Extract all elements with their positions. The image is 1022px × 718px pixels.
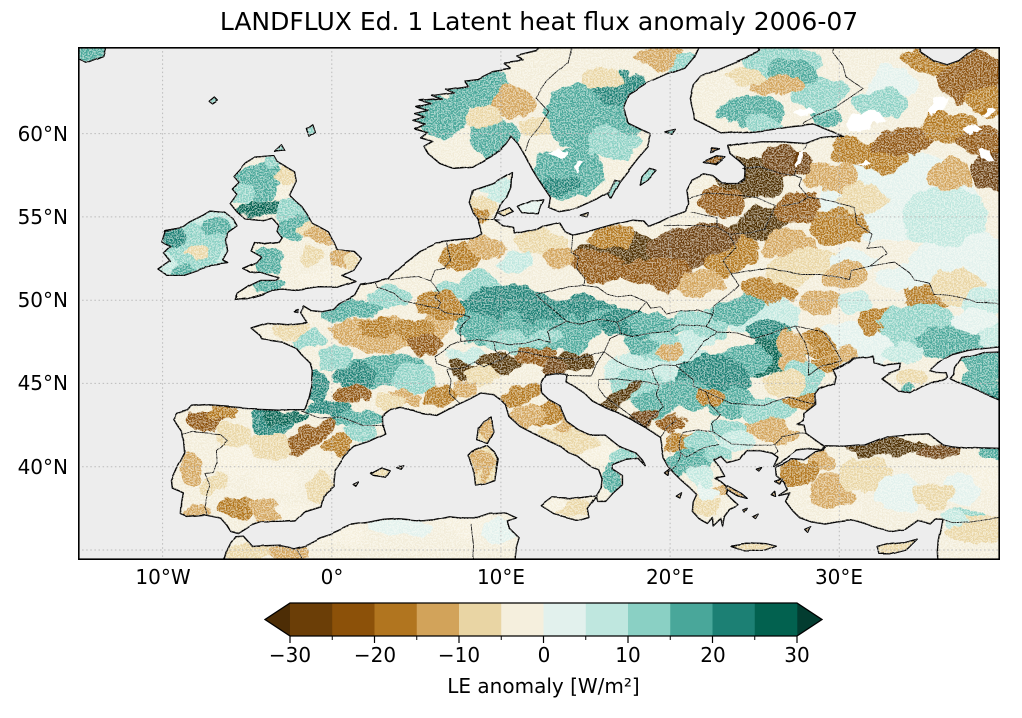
x-tick-label: 20°E <box>645 565 695 589</box>
colorbar-segment <box>754 603 798 636</box>
colorbar-tick-label: −10 <box>437 643 481 667</box>
x-tick-label: 0° <box>320 565 344 589</box>
colorbar-segment <box>332 603 375 636</box>
europe-anomaly-map <box>78 47 1000 560</box>
colorbar-segment <box>628 603 671 636</box>
map-area <box>78 47 1000 560</box>
map-layers <box>78 47 1000 560</box>
colorbar-segment <box>374 603 418 636</box>
y-tick-label: 60°N <box>17 122 68 146</box>
colorbar-extend-right <box>797 603 822 636</box>
x-tick-label: 30°E <box>814 565 864 589</box>
x-tick-label: 10°E <box>476 565 526 589</box>
colorbar-tick-label: 30 <box>784 643 810 667</box>
colorbar-tick-label: 10 <box>615 643 641 667</box>
x-tick-label: 10°W <box>135 565 191 589</box>
colorbar-label-text: LE anomaly [W/m²] <box>447 674 640 698</box>
colorbar-tick-label: −30 <box>268 643 312 667</box>
colorbar-label: LE anomaly [W/m²] <box>264 673 823 699</box>
y-tick-label: 40°N <box>17 455 68 479</box>
y-tick-label: 50°N <box>17 288 68 312</box>
figure-title: LANDFLUX Ed. 1 Latent heat flux anomaly … <box>219 7 859 36</box>
colorbar-segment <box>670 603 713 636</box>
colorbar-segment <box>459 603 502 636</box>
colorbar-segment <box>712 603 756 636</box>
colorbar-segment <box>585 603 629 636</box>
map-frame <box>78 47 1000 560</box>
colorbar-segment <box>290 603 333 636</box>
y-tick-label: 45°N <box>17 371 68 395</box>
colorbar-segment <box>501 603 544 636</box>
colorbar <box>264 602 823 643</box>
colorbar-tick-label: 20 <box>700 643 726 667</box>
nodata-speckle <box>78 47 1000 560</box>
colorbar-tick-label: −20 <box>353 643 397 667</box>
colorbar-tick-label: 0 <box>537 643 551 667</box>
y-tick-label: 55°N <box>17 205 68 229</box>
colorbar-extend-left <box>265 603 290 636</box>
colorbar-segment <box>416 603 460 636</box>
colorbar-segment <box>543 603 587 636</box>
